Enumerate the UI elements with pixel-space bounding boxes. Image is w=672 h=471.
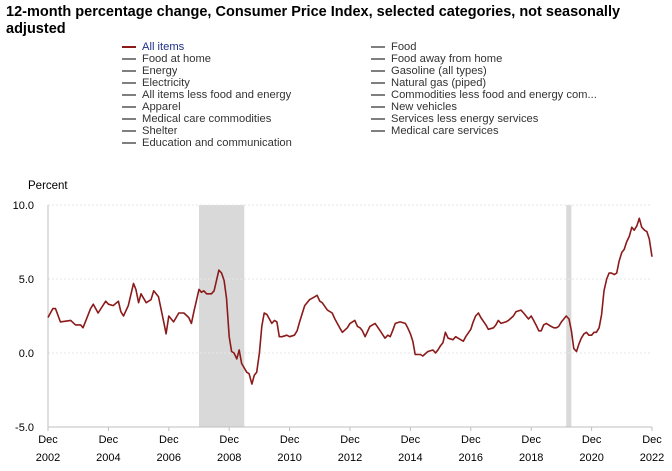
- y-tick-label: 5.0: [19, 274, 34, 286]
- legend-item[interactable]: Medical care services: [371, 125, 631, 137]
- legend-item[interactable]: Food: [371, 41, 631, 53]
- x-tick-month: Dec: [280, 434, 300, 446]
- legend-item[interactable]: Gasoline (all types): [371, 65, 631, 77]
- series-line-all-items: [47, 217, 653, 385]
- x-tick-year: 2002: [36, 452, 60, 464]
- chart-title: 12-month percentage change, Consumer Pri…: [6, 4, 621, 37]
- recession-band: [199, 205, 245, 427]
- x-tick-month: Dec: [159, 434, 179, 446]
- x-tick-year: 2012: [338, 452, 362, 464]
- x-tick-month: Dec: [461, 434, 481, 446]
- legend-swatch: [122, 118, 136, 120]
- legend-swatch: [371, 118, 385, 120]
- legend-swatch: [371, 70, 385, 72]
- legend-swatch: [122, 142, 136, 144]
- legend-swatch: [122, 46, 136, 48]
- legend-item[interactable]: All items: [122, 41, 382, 53]
- legend-column-right: Food Food away from home Gasoline (all typ…: [371, 41, 631, 137]
- legend-item[interactable]: Medical care commodities: [122, 113, 382, 125]
- x-tick-year: 2008: [217, 452, 241, 464]
- legend-item[interactable]: Apparel: [122, 101, 382, 113]
- legend-item[interactable]: Shelter: [122, 125, 382, 137]
- legend-item[interactable]: Services less energy services: [371, 113, 631, 125]
- x-tick-year: 2022: [640, 452, 664, 464]
- x-tick-month: Dec: [401, 434, 421, 446]
- series-lines: [47, 217, 653, 385]
- legend-item[interactable]: Electricity: [122, 77, 382, 89]
- x-tick-month: Dec: [38, 434, 58, 446]
- x-axis-ticks: Dec 2002 Dec 2004 Dec 2006 Dec 2008 Dec 2010 Dec 20…: [36, 427, 664, 464]
- legend-item[interactable]: Food away from home: [371, 53, 631, 65]
- legend-item[interactable]: Energy: [122, 65, 382, 77]
- x-tick-month: Dec: [219, 434, 239, 446]
- legend-swatch: [371, 82, 385, 84]
- gridlines: [47, 204, 652, 428]
- x-tick-year: 2006: [157, 452, 181, 464]
- legend-swatch: [371, 94, 385, 96]
- legend-swatch: [122, 82, 136, 84]
- legend-item[interactable]: All items less food and energy: [122, 89, 382, 101]
- x-tick-month: Dec: [582, 434, 602, 446]
- y-axis-ticks: 10.0 5.0 0.0 -5.0: [13, 200, 34, 434]
- x-tick-year: 2020: [579, 452, 603, 464]
- legend-swatch: [122, 58, 136, 60]
- x-tick-year: 2016: [459, 452, 483, 464]
- x-tick-year: 2010: [277, 452, 301, 464]
- legend-column-left: All items Food at home Energy Electricity Al…: [122, 41, 382, 149]
- legend-swatch: [371, 106, 385, 108]
- x-tick-month: Dec: [99, 434, 119, 446]
- recession-shading: [199, 205, 572, 427]
- legend-item[interactable]: Commodities less food and energy com...: [371, 89, 631, 101]
- x-tick-year: 2018: [519, 452, 543, 464]
- legend-swatch: [122, 106, 136, 108]
- x-tick-year: 2014: [398, 452, 422, 464]
- y-tick-label: -5.0: [15, 422, 34, 434]
- legend-swatch: [371, 130, 385, 132]
- y-axis-title: Percent: [28, 180, 68, 192]
- x-tick-month: Dec: [642, 434, 662, 446]
- legend-item[interactable]: New vehicles: [371, 101, 631, 113]
- x-tick-year: 2004: [96, 452, 120, 464]
- legend-item[interactable]: Food at home: [122, 53, 382, 65]
- legend-swatch: [122, 70, 136, 72]
- legend-swatch: [371, 58, 385, 60]
- legend-swatch: [122, 94, 136, 96]
- x-tick-month: Dec: [521, 434, 541, 446]
- legend-item[interactable]: Education and communication: [122, 137, 382, 149]
- y-tick-label: 10.0: [13, 200, 34, 212]
- legend-item[interactable]: Natural gas (piped): [371, 77, 631, 89]
- legend-swatch: [371, 46, 385, 48]
- recession-band: [566, 205, 572, 427]
- y-tick-label: 0.0: [19, 348, 34, 360]
- x-tick-month: Dec: [340, 434, 360, 446]
- legend-swatch: [122, 130, 136, 132]
